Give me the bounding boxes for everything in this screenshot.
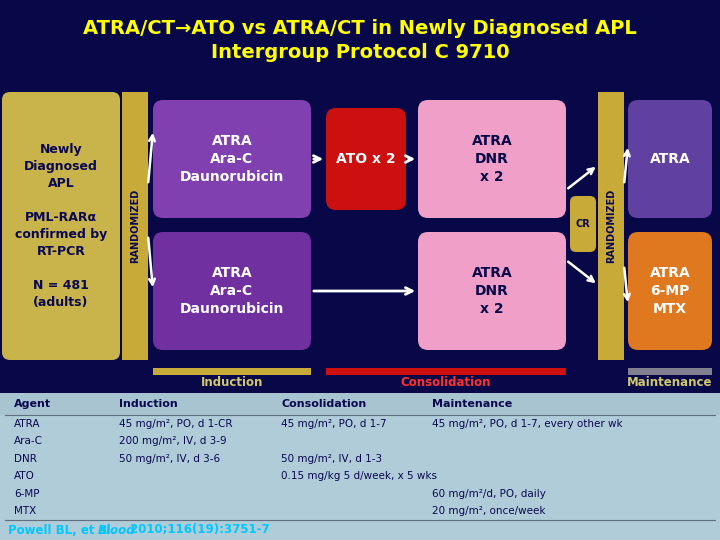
Text: ATRA: ATRA (14, 418, 40, 429)
Text: Powell BL, et al.: Powell BL, et al. (8, 523, 120, 537)
Bar (122, 92, 148, 360)
Text: 45 mg/m², PO, d 1-7: 45 mg/m², PO, d 1-7 (282, 418, 387, 429)
Text: DNR: DNR (14, 454, 37, 464)
Text: CR: CR (575, 219, 590, 229)
Bar (0, 393, 720, 415)
FancyBboxPatch shape (326, 108, 406, 210)
Text: ATO x 2: ATO x 2 (336, 152, 396, 166)
Text: Newly
Diagnosed
APL

PML-RARα
confirmed by
RT-PCR

N = 481
(adults): Newly Diagnosed APL PML-RARα confirmed b… (15, 143, 107, 309)
Text: Agent: Agent (14, 399, 51, 409)
Text: Induction: Induction (201, 375, 264, 388)
Text: Ara-C: Ara-C (14, 436, 43, 446)
Text: Consolidation: Consolidation (401, 375, 491, 388)
Text: 0.15 mg/kg 5 d/week, x 5 wks: 0.15 mg/kg 5 d/week, x 5 wks (282, 471, 437, 481)
Text: 50 mg/m², IV, d 1-3: 50 mg/m², IV, d 1-3 (282, 454, 382, 464)
Bar (0, 393, 720, 540)
Text: 45 mg/m², PO, d 1-7, every other wk: 45 mg/m², PO, d 1-7, every other wk (433, 418, 623, 429)
Bar (326, 368, 566, 375)
Text: ATRA
Ara-C
Daunorubicin: ATRA Ara-C Daunorubicin (180, 133, 284, 184)
Text: ATRA
DNR
x 2: ATRA DNR x 2 (472, 266, 513, 316)
FancyBboxPatch shape (418, 232, 566, 350)
FancyBboxPatch shape (628, 232, 712, 350)
Text: 50 mg/m², IV, d 3-6: 50 mg/m², IV, d 3-6 (120, 454, 220, 464)
Text: 60 mg/m²/d, PO, daily: 60 mg/m²/d, PO, daily (433, 489, 546, 499)
Text: Consolidation: Consolidation (282, 399, 366, 409)
FancyBboxPatch shape (153, 100, 311, 218)
Text: ATRA/CT→ATO vs ATRA/CT in Newly Diagnosed APL: ATRA/CT→ATO vs ATRA/CT in Newly Diagnose… (83, 18, 637, 37)
FancyBboxPatch shape (570, 196, 596, 252)
Text: Maintenance: Maintenance (433, 399, 513, 409)
FancyBboxPatch shape (153, 232, 311, 350)
Text: RANDOMIZED: RANDOMIZED (606, 189, 616, 263)
FancyBboxPatch shape (2, 92, 120, 360)
Bar (153, 368, 311, 375)
Text: MTX: MTX (14, 507, 36, 516)
Text: 2010;116(19):3751-7: 2010;116(19):3751-7 (126, 523, 269, 537)
FancyBboxPatch shape (418, 100, 566, 218)
Bar (598, 92, 624, 360)
Text: ATRA
DNR
x 2: ATRA DNR x 2 (472, 133, 513, 184)
Text: Blood: Blood (98, 523, 135, 537)
Text: RANDOMIZED: RANDOMIZED (130, 189, 140, 263)
Text: ATRA
6-MP
MTX: ATRA 6-MP MTX (649, 266, 690, 316)
Text: 20 mg/m², once/week: 20 mg/m², once/week (433, 507, 546, 516)
Text: 45 mg/m², PO, d 1-CR: 45 mg/m², PO, d 1-CR (120, 418, 233, 429)
Text: Intergroup Protocol C 9710: Intergroup Protocol C 9710 (211, 43, 509, 62)
Text: Maintenance: Maintenance (627, 375, 713, 388)
Text: 200 mg/m², IV, d 3-9: 200 mg/m², IV, d 3-9 (120, 436, 227, 446)
Bar (628, 368, 712, 375)
Text: ATRA
Ara-C
Daunorubicin: ATRA Ara-C Daunorubicin (180, 266, 284, 316)
Text: Induction: Induction (120, 399, 178, 409)
Text: ATRA: ATRA (649, 152, 690, 166)
Text: ATO: ATO (14, 471, 35, 481)
FancyBboxPatch shape (628, 100, 712, 218)
Text: 6-MP: 6-MP (14, 489, 40, 499)
